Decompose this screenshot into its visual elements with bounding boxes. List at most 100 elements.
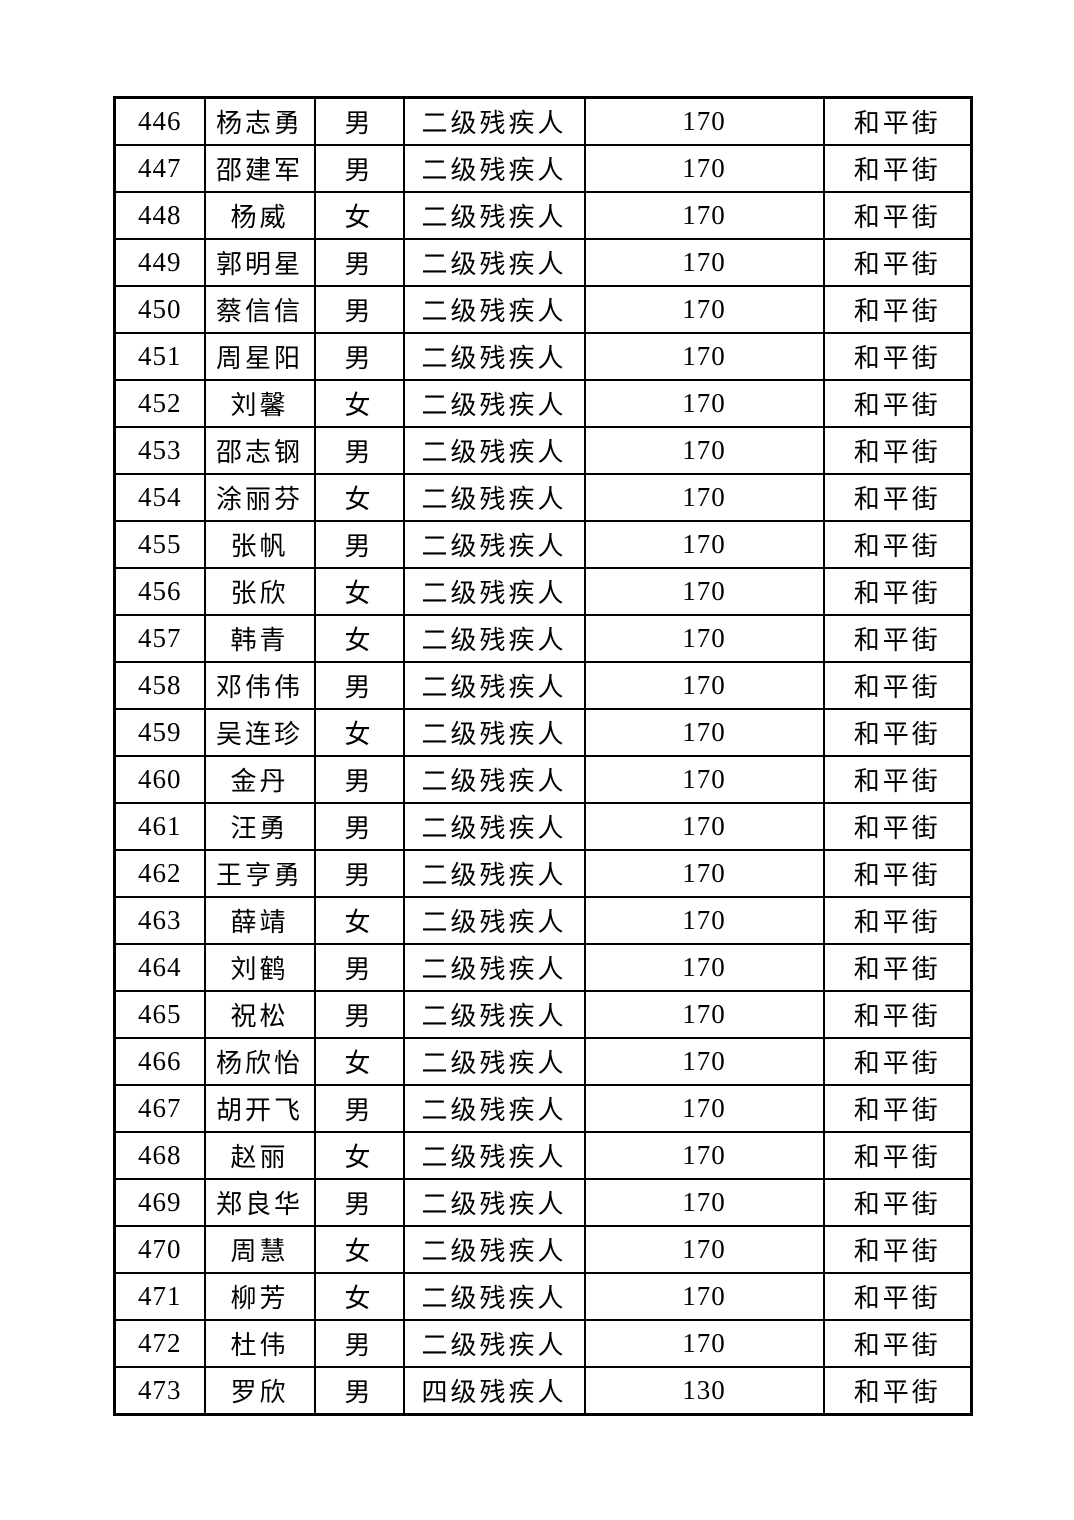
cell-sequence-number: 463	[113, 896, 206, 945]
cell-subsidy-amount: 170	[583, 379, 825, 428]
cell-street: 和平街	[822, 1131, 973, 1180]
cell-street: 和平街	[822, 520, 973, 569]
cell-disability-level: 二级残疾人	[402, 1178, 586, 1227]
table-row: 453 邵志钢 男 二级残疾人 170 和平街	[113, 426, 973, 475]
cell-gender: 女	[313, 191, 405, 240]
table-row: 463 薛靖 女 二级残疾人 170 和平街	[113, 896, 973, 945]
cell-sequence-number: 450	[113, 285, 206, 334]
cell-street: 和平街	[822, 426, 973, 475]
cell-sequence-number: 470	[113, 1225, 206, 1274]
cell-disability-level: 二级残疾人	[402, 520, 586, 569]
cell-person-name: 邵建军	[203, 144, 316, 193]
cell-person-name: 邓伟伟	[203, 661, 316, 710]
table-row: 466 杨欣怡 女 二级残疾人 170 和平街	[113, 1037, 973, 1086]
table-row: 465 祝松 男 二级残疾人 170 和平街	[113, 990, 973, 1039]
cell-disability-level: 二级残疾人	[402, 802, 586, 851]
cell-person-name: 杨志勇	[203, 96, 316, 146]
cell-person-name: 王亨勇	[203, 849, 316, 898]
cell-subsidy-amount: 170	[583, 990, 825, 1039]
cell-person-name: 罗欣	[203, 1366, 316, 1416]
cell-subsidy-amount: 170	[583, 191, 825, 240]
cell-subsidy-amount: 170	[583, 1131, 825, 1180]
cell-subsidy-amount: 170	[583, 285, 825, 334]
cell-disability-level: 二级残疾人	[402, 1272, 586, 1321]
cell-sequence-number: 464	[113, 943, 206, 992]
table-row: 473 罗欣 男 四级残疾人 130 和平街	[113, 1366, 973, 1416]
cell-disability-level: 二级残疾人	[402, 896, 586, 945]
table-row: 454 涂丽芬 女 二级残疾人 170 和平街	[113, 473, 973, 522]
cell-sequence-number: 473	[113, 1366, 206, 1416]
cell-sequence-number: 456	[113, 567, 206, 616]
cell-disability-level: 二级残疾人	[402, 708, 586, 757]
cell-disability-level: 二级残疾人	[402, 990, 586, 1039]
table-row: 470 周慧 女 二级残疾人 170 和平街	[113, 1225, 973, 1274]
table-row: 472 杜伟 男 二级残疾人 170 和平街	[113, 1319, 973, 1368]
cell-subsidy-amount: 170	[583, 426, 825, 475]
cell-gender: 男	[313, 755, 405, 804]
table-row: 469 郑良华 男 二级残疾人 170 和平街	[113, 1178, 973, 1227]
cell-person-name: 柳芳	[203, 1272, 316, 1321]
cell-person-name: 汪勇	[203, 802, 316, 851]
cell-subsidy-amount: 170	[583, 473, 825, 522]
cell-disability-level: 二级残疾人	[402, 1037, 586, 1086]
cell-gender: 男	[313, 849, 405, 898]
cell-subsidy-amount: 170	[583, 1084, 825, 1133]
cell-street: 和平街	[822, 1037, 973, 1086]
cell-street: 和平街	[822, 1366, 973, 1416]
table-row: 464 刘鹤 男 二级残疾人 170 和平街	[113, 943, 973, 992]
cell-disability-level: 二级残疾人	[402, 191, 586, 240]
cell-sequence-number: 453	[113, 426, 206, 475]
cell-person-name: 杨欣怡	[203, 1037, 316, 1086]
cell-sequence-number: 472	[113, 1319, 206, 1368]
cell-person-name: 金丹	[203, 755, 316, 804]
cell-person-name: 胡开飞	[203, 1084, 316, 1133]
cell-gender: 男	[313, 1366, 405, 1416]
cell-gender: 男	[313, 520, 405, 569]
cell-sequence-number: 446	[113, 96, 206, 146]
table-row: 456 张欣 女 二级残疾人 170 和平街	[113, 567, 973, 616]
cell-street: 和平街	[822, 473, 973, 522]
cell-person-name: 吴连珍	[203, 708, 316, 757]
cell-person-name: 薛靖	[203, 896, 316, 945]
cell-person-name: 张帆	[203, 520, 316, 569]
cell-disability-level: 二级残疾人	[402, 755, 586, 804]
table-body: 446 杨志勇 男 二级残疾人 170 和平街 447 邵建军 男 二级残疾人 …	[113, 96, 973, 1416]
cell-sequence-number: 457	[113, 614, 206, 663]
cell-gender: 女	[313, 379, 405, 428]
cell-sequence-number: 466	[113, 1037, 206, 1086]
cell-gender: 女	[313, 473, 405, 522]
cell-disability-level: 二级残疾人	[402, 1131, 586, 1180]
table-row: 448 杨威 女 二级残疾人 170 和平街	[113, 191, 973, 240]
table-row: 451 周星阳 男 二级残疾人 170 和平街	[113, 332, 973, 381]
cell-disability-level: 二级残疾人	[402, 1319, 586, 1368]
cell-gender: 男	[313, 144, 405, 193]
subsidy-roster-table: 446 杨志勇 男 二级残疾人 170 和平街 447 邵建军 男 二级残疾人 …	[113, 96, 973, 1416]
cell-disability-level: 二级残疾人	[402, 473, 586, 522]
cell-subsidy-amount: 170	[583, 96, 825, 146]
cell-sequence-number: 461	[113, 802, 206, 851]
table-row: 461 汪勇 男 二级残疾人 170 和平街	[113, 802, 973, 851]
cell-sequence-number: 467	[113, 1084, 206, 1133]
cell-sequence-number: 448	[113, 191, 206, 240]
cell-gender: 男	[313, 802, 405, 851]
cell-gender: 男	[313, 1319, 405, 1368]
cell-disability-level: 二级残疾人	[402, 144, 586, 193]
cell-sequence-number: 447	[113, 144, 206, 193]
cell-subsidy-amount: 130	[583, 1366, 825, 1416]
cell-sequence-number: 465	[113, 990, 206, 1039]
cell-gender: 女	[313, 1225, 405, 1274]
cell-disability-level: 二级残疾人	[402, 1225, 586, 1274]
cell-person-name: 刘鹤	[203, 943, 316, 992]
cell-gender: 女	[313, 1131, 405, 1180]
cell-person-name: 张欣	[203, 567, 316, 616]
cell-gender: 女	[313, 896, 405, 945]
cell-gender: 男	[313, 661, 405, 710]
cell-street: 和平街	[822, 943, 973, 992]
cell-subsidy-amount: 170	[583, 943, 825, 992]
table-row: 462 王亨勇 男 二级残疾人 170 和平街	[113, 849, 973, 898]
cell-gender: 男	[313, 990, 405, 1039]
table-row: 455 张帆 男 二级残疾人 170 和平街	[113, 520, 973, 569]
cell-gender: 男	[313, 96, 405, 146]
cell-sequence-number: 459	[113, 708, 206, 757]
cell-subsidy-amount: 170	[583, 614, 825, 663]
